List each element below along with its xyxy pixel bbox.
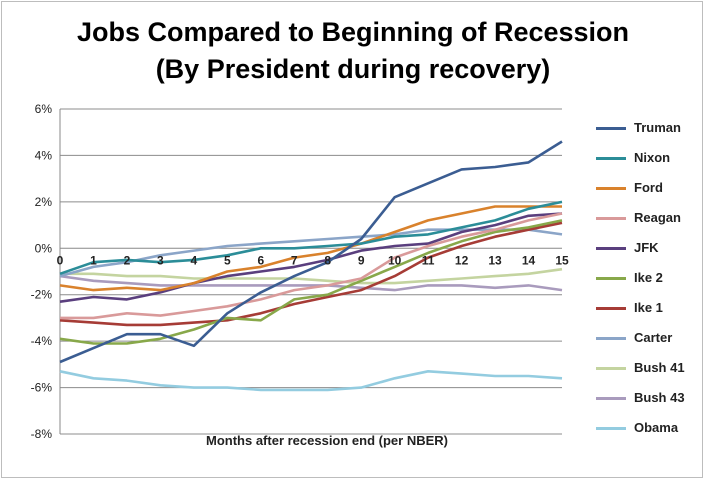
gridlines [60,108,562,435]
legend-swatch [596,397,626,400]
legend-item: Ford [596,178,704,198]
legend-label: Truman [634,120,681,135]
legend-item: Bush 43 [596,388,704,408]
y-tick-label: -6% [31,381,53,395]
legend-swatch [596,277,626,280]
x-tick-label: 1 [90,253,97,267]
legend-item: Truman [596,118,704,138]
series-line-reagan [60,212,563,320]
x-tick-label: 14 [522,253,536,267]
x-tick-label: 15 [555,253,569,267]
legend-swatch [596,217,626,220]
legend-swatch [596,247,626,250]
legend-swatch [596,127,626,130]
legend-item: JFK [596,238,704,258]
series-line-bush-41 [60,267,563,285]
y-tick-label: -4% [31,334,53,348]
legend-swatch [596,427,626,430]
legend-label: Ike 1 [634,300,663,315]
series-lines [59,140,563,392]
x-axis-label: Months after recession end (per NBER) [206,433,448,448]
legend-swatch [596,337,626,340]
x-tick-label: 8 [324,253,331,267]
series-line-jfk [59,212,563,303]
legend-label: Bush 43 [634,390,685,405]
y-tick-label: -2% [31,288,53,302]
legend-swatch [596,367,626,370]
legend-label: Bush 41 [634,360,685,375]
x-tick-label: 9 [358,253,365,267]
legend-item: Ike 2 [596,268,704,288]
legend-item: Obama [596,418,704,438]
y-tick-label: 4% [35,148,53,162]
y-tick-label: 0% [35,241,53,255]
legend-label: Obama [634,420,679,435]
legend-item: Nixon [596,148,704,168]
x-tick-label: 6 [257,253,264,267]
series-line-nixon [59,200,563,276]
legend-item: Carter [596,328,704,348]
legend-label: Nixon [634,150,671,165]
x-tick-label: 2 [124,253,131,267]
legend-label: Carter [634,330,673,345]
x-tick-label: 11 [422,253,435,267]
legend-label: Reagan [634,210,681,225]
series-line-ike-1 [59,221,563,327]
y-tick-label: -8% [31,427,53,441]
legend-item: Reagan [596,208,704,228]
x-tick-label: 3 [157,253,164,267]
series-line-truman [59,140,563,364]
y-tick-labels: 6% 4% 2% 0% -2% -4% -6% -8% [31,102,53,441]
chart-subtitle: (By President during recovery) [155,54,551,84]
legend-swatch [596,187,626,190]
legend-label: Ford [634,180,663,195]
x-tick-label: 13 [488,253,502,267]
legend-label: Ike 2 [634,270,663,285]
series-line-ike-2 [59,219,563,345]
y-tick-label: 6% [35,102,53,116]
legend-swatch [596,307,626,310]
series-line-obama [59,369,563,392]
x-tick-label: 0 [57,253,64,267]
legend-swatch [596,157,626,160]
x-tick-label: 4 [191,253,198,267]
series-line-ford [59,205,562,292]
x-tick-label: 12 [455,253,469,267]
x-tick-label: 10 [388,253,402,267]
series-line-bush-43 [59,274,563,292]
x-tick-label: 5 [224,253,231,267]
y-tick-label: 2% [35,195,53,209]
legend-item: Bush 41 [596,358,704,378]
legend-label: JFK [634,240,659,255]
chart-title: Jobs Compared to Beginning of Recession [76,17,630,47]
chart-title-block: Jobs Compared to Beginning of Recession … [0,14,706,88]
x-tick-label: 7 [291,253,298,267]
x-tick-labels: 0 1 2 3 4 5 6 7 8 9 10 11 12 13 14 15 [57,253,569,267]
legend-item: Ike 1 [596,298,704,318]
